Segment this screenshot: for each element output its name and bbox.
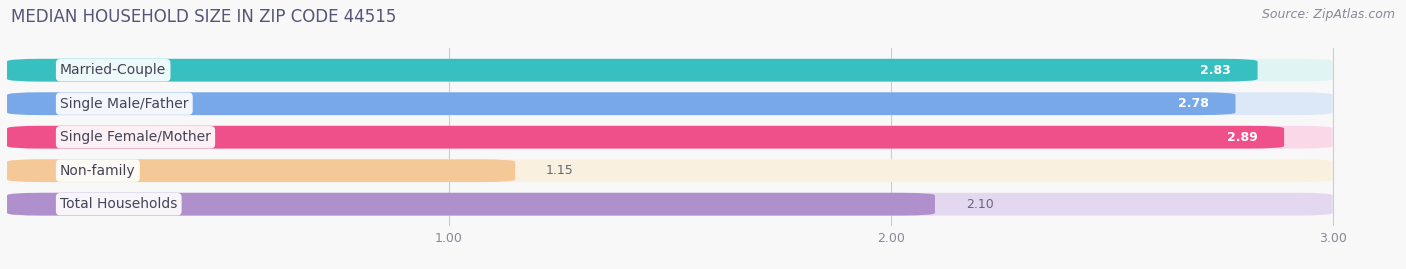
FancyBboxPatch shape [7,159,1333,182]
Text: 2.89: 2.89 [1227,131,1257,144]
Text: Non-family: Non-family [60,164,136,178]
Text: 2.10: 2.10 [966,198,994,211]
Text: Source: ZipAtlas.com: Source: ZipAtlas.com [1261,8,1395,21]
Text: 2.83: 2.83 [1201,64,1232,77]
FancyBboxPatch shape [7,59,1333,82]
Text: Total Households: Total Households [60,197,177,211]
FancyBboxPatch shape [7,193,935,215]
FancyBboxPatch shape [7,92,1333,115]
Text: 1.15: 1.15 [546,164,574,177]
FancyBboxPatch shape [7,92,1236,115]
Text: Single Female/Mother: Single Female/Mother [60,130,211,144]
Text: 2.78: 2.78 [1178,97,1209,110]
Text: MEDIAN HOUSEHOLD SIZE IN ZIP CODE 44515: MEDIAN HOUSEHOLD SIZE IN ZIP CODE 44515 [11,8,396,26]
FancyBboxPatch shape [7,126,1284,148]
FancyBboxPatch shape [7,126,1333,148]
FancyBboxPatch shape [7,59,1257,82]
Text: Single Male/Father: Single Male/Father [60,97,188,111]
Text: Married-Couple: Married-Couple [60,63,166,77]
FancyBboxPatch shape [7,159,515,182]
FancyBboxPatch shape [7,193,1333,215]
